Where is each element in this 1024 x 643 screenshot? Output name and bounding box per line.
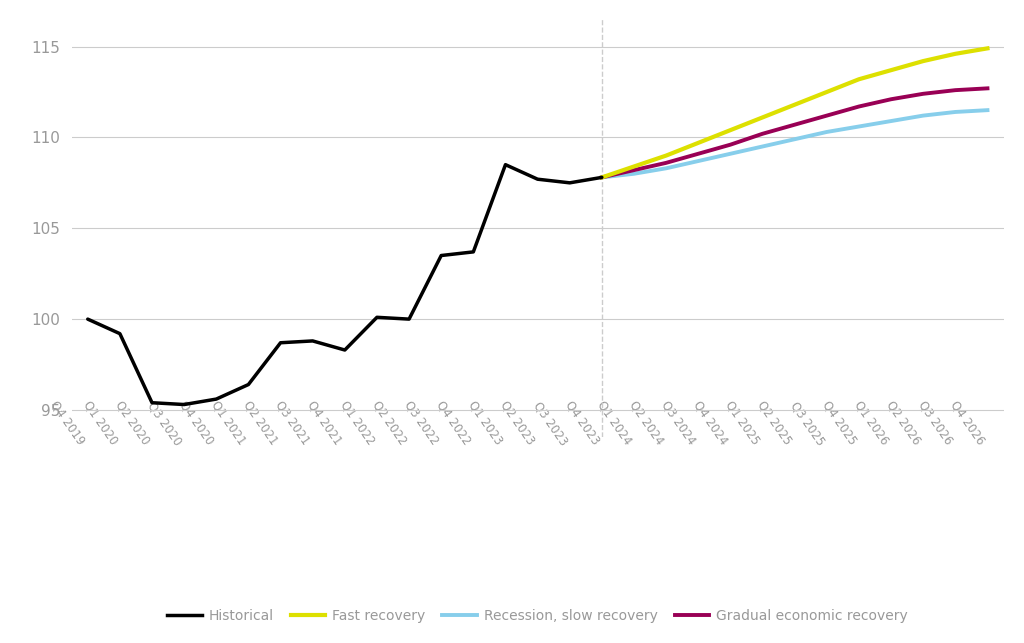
Legend: Historical, Fast recovery, Recession, slow recovery, Gradual economic recovery: Historical, Fast recovery, Recession, sl… [162, 603, 913, 628]
